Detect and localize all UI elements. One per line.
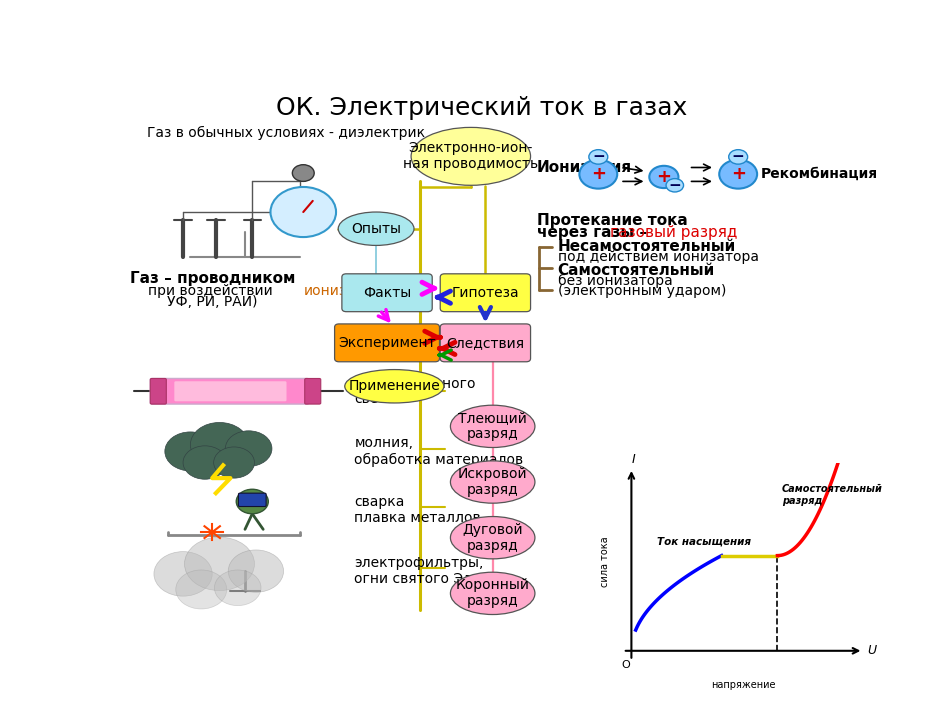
Text: электрофильтры,
огни святого Эльма: электрофильтры, огни святого Эльма: [354, 556, 500, 586]
Circle shape: [728, 150, 747, 164]
Text: Гипотеза: Гипотеза: [451, 286, 519, 300]
Text: при воздействии: при воздействии: [148, 283, 276, 298]
Circle shape: [719, 160, 757, 189]
Circle shape: [271, 187, 337, 237]
Text: Тлеющий
разряд: Тлеющий разряд: [458, 411, 527, 442]
FancyBboxPatch shape: [150, 378, 309, 404]
Text: Искровой
разряд: Искровой разряд: [458, 467, 527, 497]
Ellipse shape: [338, 212, 414, 245]
Text: сварка
плавка металлов: сварка плавка металлов: [354, 495, 481, 525]
Text: Опыты: Опыты: [352, 222, 401, 236]
Text: (пламя,: (пламя,: [347, 283, 407, 298]
Ellipse shape: [450, 572, 535, 615]
Text: I: I: [632, 453, 635, 466]
Text: ионизатора: ионизатора: [304, 283, 389, 298]
Text: Факты: Факты: [363, 286, 411, 300]
Text: Дуговой
разряд: Дуговой разряд: [462, 523, 523, 553]
Text: Самостоятельный: Самостоятельный: [557, 263, 714, 278]
Text: +: +: [591, 165, 605, 183]
Text: ОК. Электрический ток в газах: ОК. Электрический ток в газах: [276, 96, 687, 120]
Circle shape: [292, 165, 314, 181]
Circle shape: [213, 447, 255, 478]
Circle shape: [154, 552, 212, 596]
Text: −: −: [668, 178, 681, 193]
Text: под действием ионизатора: под действием ионизатора: [557, 250, 759, 264]
Circle shape: [228, 550, 284, 592]
Circle shape: [164, 432, 216, 471]
Ellipse shape: [411, 127, 530, 185]
Text: Газ в обычных условиях - диэлектрик: Газ в обычных условиях - диэлектрик: [147, 126, 425, 140]
Circle shape: [588, 150, 608, 164]
FancyBboxPatch shape: [305, 378, 321, 404]
Text: лампы дневного
света: лампы дневного света: [354, 376, 476, 406]
Text: Ионизация: Ионизация: [537, 160, 633, 175]
Text: Эксперимент: Эксперимент: [338, 336, 436, 350]
FancyBboxPatch shape: [239, 493, 266, 507]
Text: U: U: [868, 644, 877, 657]
FancyBboxPatch shape: [174, 381, 287, 401]
FancyBboxPatch shape: [335, 324, 440, 362]
Ellipse shape: [345, 369, 444, 403]
Circle shape: [226, 431, 272, 466]
FancyBboxPatch shape: [342, 274, 432, 312]
Text: −: −: [592, 150, 604, 164]
Ellipse shape: [450, 516, 535, 559]
Text: газовый разряд: газовый разряд: [610, 225, 737, 239]
Text: Применение: Применение: [349, 380, 440, 393]
Text: (электронным ударом): (электронным ударом): [557, 284, 726, 298]
Text: Рекомбинация: Рекомбинация: [760, 167, 878, 181]
Ellipse shape: [450, 461, 535, 503]
Circle shape: [183, 446, 227, 479]
Text: O: O: [621, 660, 631, 669]
Text: Газ – проводником: Газ – проводником: [130, 271, 295, 286]
Circle shape: [191, 422, 248, 467]
Text: без ионизатора: без ионизатора: [557, 274, 672, 288]
Text: Самостоятельный
разряд: Самостоятельный разряд: [782, 484, 883, 506]
Circle shape: [650, 166, 679, 188]
Text: Электронно-ион-
ная проводимость: Электронно-ион- ная проводимость: [403, 141, 539, 171]
Text: Коронный
разряд: Коронный разряд: [456, 578, 529, 609]
Circle shape: [176, 570, 227, 609]
Text: Протекание тока: Протекание тока: [537, 213, 688, 228]
Text: молния,
обработка материалов: молния, обработка материалов: [354, 436, 524, 466]
Circle shape: [666, 179, 683, 192]
Text: Следствия: Следствия: [446, 336, 525, 350]
Text: −: −: [732, 150, 744, 164]
Circle shape: [214, 570, 261, 606]
Text: Ток насыщения: Ток насыщения: [657, 537, 751, 547]
Ellipse shape: [450, 405, 535, 448]
Circle shape: [184, 537, 255, 591]
Text: Несамостоятельный: Несамостоятельный: [557, 239, 736, 254]
Text: сила тока: сила тока: [600, 536, 610, 588]
Text: +: +: [730, 165, 745, 183]
Circle shape: [579, 160, 618, 189]
FancyBboxPatch shape: [440, 324, 530, 362]
FancyBboxPatch shape: [440, 274, 530, 312]
Circle shape: [236, 489, 268, 514]
Text: +: +: [656, 168, 671, 186]
Text: УФ, РИ, РАИ): УФ, РИ, РАИ): [167, 295, 258, 309]
Text: через газы –: через газы –: [537, 225, 652, 239]
FancyBboxPatch shape: [150, 378, 166, 404]
Text: напряжение: напряжение: [711, 680, 776, 690]
